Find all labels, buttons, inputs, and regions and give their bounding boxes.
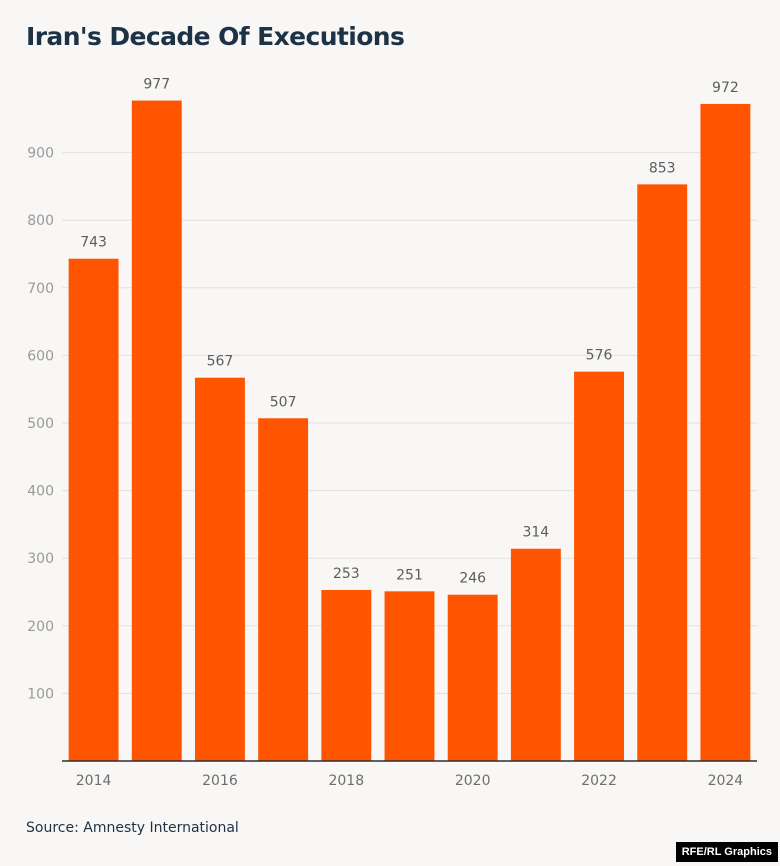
bar-2014 [68, 258, 119, 761]
data-labels: 743 977 567 507 253 251 246 314 576 853 972 [80, 77, 739, 587]
x-tick-label-2018: 2018 [328, 773, 364, 789]
bar-2024 [700, 103, 751, 762]
source-note: Source: Amnesty International [26, 820, 239, 836]
x-tick-label-2020: 2020 [455, 773, 491, 789]
chart-title: Iran's Decade Of Executions [26, 22, 405, 51]
bar-2023 [637, 184, 688, 761]
data-label-2019: 251 [396, 567, 423, 583]
bar-2017 [258, 418, 309, 761]
data-label-2024: 972 [712, 80, 739, 96]
bar-2022 [574, 371, 625, 761]
y-tick-label-200: 200 [27, 619, 54, 635]
bar-2020 [447, 594, 498, 761]
credit-badge: RFE/RL Graphics [675, 842, 778, 862]
y-tick-label-800: 800 [27, 213, 54, 229]
data-label-2015: 977 [143, 77, 170, 93]
bar-2018 [321, 589, 372, 761]
x-tick-label-2016: 2016 [202, 773, 238, 789]
x-tick-label-2022: 2022 [581, 773, 617, 789]
data-label-2014: 743 [80, 235, 107, 251]
data-label-2023: 853 [649, 160, 676, 176]
y-tick-label-100: 100 [27, 686, 54, 702]
bar-2019 [384, 591, 435, 761]
x-tick-label-2024: 2024 [708, 773, 744, 789]
data-label-2018: 253 [333, 566, 360, 582]
y-tick-label-400: 400 [27, 484, 54, 500]
bars [68, 100, 751, 762]
y-tick-label-600: 600 [27, 348, 54, 364]
data-label-2020: 246 [459, 571, 486, 587]
data-label-2017: 507 [270, 394, 297, 410]
data-label-2022: 576 [586, 348, 613, 364]
y-axis-ticks: 100 200 300 400 500 600 700 800 900 [27, 146, 54, 703]
bar-2021 [510, 548, 561, 761]
y-tick-label-300: 300 [27, 551, 54, 567]
x-axis-ticks: 2014 2016 2018 2020 2022 2024 [76, 773, 744, 789]
data-label-2021: 314 [522, 525, 549, 541]
bar-2015 [131, 100, 182, 762]
bar-2016 [194, 377, 245, 761]
data-label-2016: 567 [207, 354, 234, 370]
y-tick-label-700: 700 [27, 281, 54, 297]
x-tick-label-2014: 2014 [76, 773, 112, 789]
y-tick-label-900: 900 [27, 146, 54, 162]
y-tick-label-500: 500 [27, 416, 54, 432]
